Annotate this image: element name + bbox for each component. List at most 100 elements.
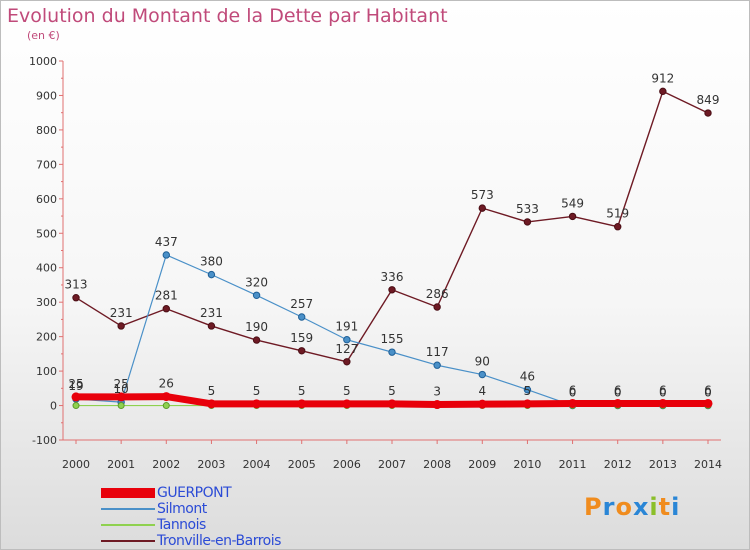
data-point-guerpont [161, 392, 171, 402]
data-point-guerpont [342, 399, 352, 409]
data-point-guerpont [703, 398, 713, 408]
legend: GUERPONT Silmont Tannois Tronville-en-Ba… [101, 485, 281, 549]
data-point-tronville [388, 286, 396, 294]
y-tick-label: 600 [36, 193, 57, 206]
y-tick-label: 100 [36, 365, 57, 378]
data-point-guerpont [206, 399, 216, 409]
data-label-guerpont: 4 [478, 384, 486, 398]
data-label-guerpont: 5 [208, 384, 216, 398]
x-tick-label: 2001 [107, 458, 135, 471]
data-label-guerpont: 5 [298, 384, 306, 398]
y-tick-label: 1000 [29, 55, 57, 68]
data-point-tronville [72, 294, 80, 302]
data-label-silmont: 0 [614, 386, 622, 400]
data-label-guerpont: 5 [343, 384, 351, 398]
data-label-guerpont: 6 [704, 383, 712, 397]
data-label-silmont: 380 [200, 255, 223, 269]
data-label-silmont: 117 [426, 345, 449, 359]
data-label-guerpont: 25 [114, 377, 129, 391]
logo-letter: P [584, 493, 603, 521]
data-point-guerpont [387, 399, 397, 409]
legend-label: Tannois [157, 517, 206, 533]
data-point-tronville [252, 336, 261, 344]
data-point-guerpont [71, 392, 81, 402]
legend-label: GUERPONT [157, 485, 232, 501]
x-tick-label: 2002 [152, 458, 180, 471]
legend-swatch [101, 540, 155, 542]
data-point-tronville [704, 109, 712, 117]
data-label-silmont: 0 [569, 386, 577, 400]
data-point-tronville [117, 322, 125, 330]
data-point-silmont [388, 348, 396, 356]
proxiti-logo: Proxiti [584, 493, 680, 521]
y-tick-label: 700 [36, 158, 57, 171]
data-label-guerpont: 5 [388, 384, 396, 398]
data-label-guerpont: 5 [524, 384, 532, 398]
data-point-tronville [433, 303, 441, 311]
data-label-tronville: 336 [381, 270, 404, 284]
data-point-guerpont [116, 392, 126, 402]
data-label-tronville: 281 [155, 289, 178, 303]
legend-swatch [101, 488, 155, 498]
x-tick-label: 2011 [559, 458, 587, 471]
logo-letter: i [671, 493, 681, 521]
data-point-guerpont [252, 399, 262, 409]
x-tick-label: 2000 [62, 458, 90, 471]
data-label-tronville: 912 [651, 71, 674, 85]
chart-title: Evolution du Montant de la Dette par Hab… [7, 5, 448, 27]
data-label-silmont: 46 [520, 370, 535, 384]
x-tick-label: 2005 [288, 458, 316, 471]
data-point-guerpont [613, 398, 623, 408]
data-point-silmont [252, 291, 261, 299]
legend-swatch [101, 508, 155, 510]
data-label-tronville: 231 [200, 306, 223, 320]
x-tick-label: 2004 [243, 458, 271, 471]
legend-item-guerpont[interactable]: GUERPONT [101, 485, 281, 501]
data-point-tronville [523, 218, 532, 226]
data-point-silmont [343, 336, 351, 344]
x-tick-label: 2003 [197, 458, 225, 471]
legend-item-silmont[interactable]: Silmont [101, 501, 281, 517]
data-label-guerpont: 3 [433, 385, 441, 399]
data-point-guerpont [568, 398, 578, 408]
data-label-guerpont: 6 [614, 383, 622, 397]
data-label-tronville: 286 [426, 287, 449, 301]
data-label-guerpont: 25 [68, 377, 83, 391]
data-label-silmont: 0 [704, 386, 712, 400]
data-point-silmont [478, 370, 486, 379]
data-label-tronville: 127 [335, 342, 358, 356]
y-tick-label: -100 [32, 434, 57, 447]
data-label-tronville: 573 [471, 188, 494, 202]
y-tick-label: 0 [50, 400, 57, 413]
data-label-silmont: 257 [290, 297, 313, 311]
data-point-silmont [298, 313, 306, 321]
data-point-tronville [568, 212, 577, 221]
x-tick-label: 2012 [604, 458, 632, 471]
data-point-tronville [298, 347, 306, 355]
data-point-tronville [207, 322, 216, 330]
y-tick-label: 500 [36, 227, 57, 240]
legend-item-tannois[interactable]: Tannois [101, 517, 281, 533]
data-label-tronville: 533 [516, 202, 539, 216]
data-point-guerpont [477, 399, 487, 409]
data-point-tronville [478, 204, 486, 212]
data-label-guerpont: 6 [659, 383, 667, 397]
legend-item-tronville[interactable]: Tronville-en-Barrois [101, 533, 281, 549]
data-point-tronville [343, 358, 351, 366]
logo-letter: o [615, 493, 633, 521]
x-tick-label: 2010 [513, 458, 541, 471]
data-label-tronville: 313 [65, 278, 88, 292]
x-tick-label: 2014 [694, 458, 722, 471]
data-point-guerpont [297, 399, 307, 409]
data-label-guerpont: 5 [253, 384, 261, 398]
x-tick-label: 2007 [378, 458, 406, 471]
data-label-tronville: 519 [606, 207, 629, 221]
data-point-silmont [523, 385, 532, 394]
data-point-tannois [162, 402, 170, 410]
data-label-silmont: 19 [68, 379, 83, 393]
data-label-silmont: 191 [335, 320, 358, 334]
y-tick-label: 300 [36, 296, 57, 309]
data-label-guerpont: 6 [569, 383, 577, 397]
y-tick-label: 800 [36, 124, 57, 137]
